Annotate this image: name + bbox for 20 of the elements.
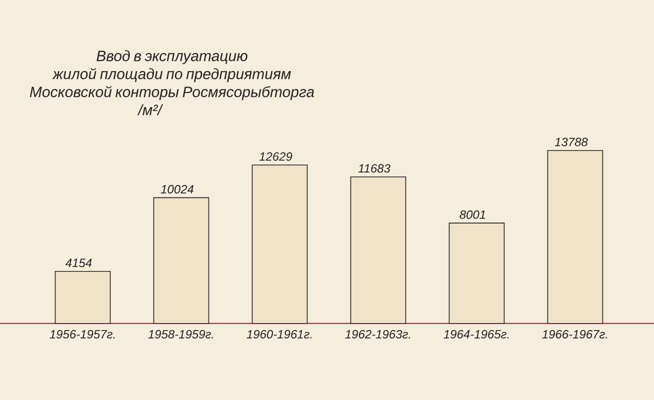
bar [252,164,308,324]
data-label: 4154 [65,258,92,268]
bar [547,150,604,324]
chart-title: Ввод в эксплуатацию жилой площади по предприятиям Московской конторы Росмясорыбторга [30,50,314,100]
data-label: 12629 [259,152,292,161]
bar [153,197,210,324]
data-label: 10024 [160,184,194,194]
data-label: 13788 [554,138,588,146]
x-tick-label: 1966-1967г. [542,330,608,338]
x-tick-label: 1962-1963г. [345,330,410,338]
x-tick-label: 1960-1961г. [246,330,312,338]
bar [448,222,505,324]
bar [350,176,406,324]
x-tick-label: 1958-1959г. [148,330,214,338]
x-tick-label: 1956-1957г. [50,330,115,338]
chart-subtitle: /м²/ [137,104,164,116]
data-label: 8001 [460,210,486,219]
data-label: 11683 [358,164,390,173]
bar [54,270,111,324]
x-tick-label: 1964-1965г. [444,330,509,338]
